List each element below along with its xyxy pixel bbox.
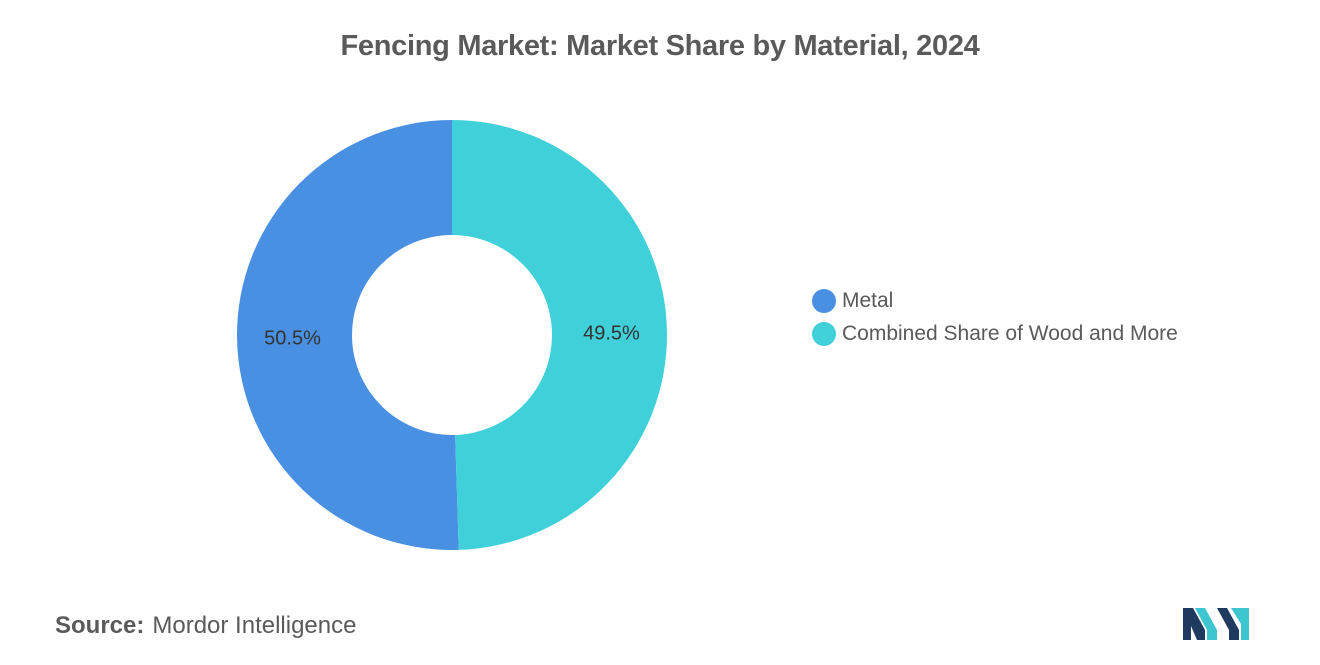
source-label: Source: — [55, 612, 145, 639]
legend-item-metal[interactable]: Metal — [812, 284, 1178, 317]
source-text: Mordor Intelligence — [152, 612, 357, 639]
legend-label: Metal — [842, 288, 894, 312]
data-label-metal: 50.5% — [264, 328, 321, 350]
source-note: Source: Mordor Intelligence — [55, 612, 356, 640]
legend-swatch-icon — [812, 321, 836, 346]
chart-legend: Metal Combined Share of Wood and More — [812, 284, 1178, 350]
legend-item-wood-and-more[interactable]: Combined Share of Wood and More — [812, 317, 1178, 350]
mordor-intelligence-logo-icon — [1183, 608, 1249, 640]
data-label-wood-and-more: 49.5% — [583, 322, 640, 344]
donut-slice-wood-and-more[interactable] — [452, 120, 667, 550]
donut-slice-metal[interactable] — [236, 120, 459, 550]
legend-label: Combined Share of Wood and More — [842, 321, 1178, 345]
legend-swatch-icon — [812, 288, 836, 313]
chart-title: Fencing Market: Market Share by Material… — [340, 30, 980, 62]
